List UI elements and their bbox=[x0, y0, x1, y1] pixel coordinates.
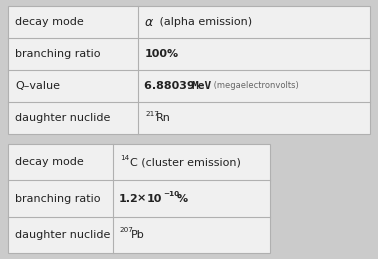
Text: decay mode: decay mode bbox=[15, 17, 84, 27]
Text: 217: 217 bbox=[145, 111, 159, 117]
Text: 14: 14 bbox=[120, 155, 129, 161]
Text: 10: 10 bbox=[147, 193, 162, 204]
Text: (alpha emission): (alpha emission) bbox=[156, 17, 253, 27]
Text: 100%: 100% bbox=[144, 49, 178, 59]
Text: daughter nuclide: daughter nuclide bbox=[15, 230, 110, 240]
Text: (megaelectronvolts): (megaelectronvolts) bbox=[212, 82, 299, 90]
Text: branching ratio: branching ratio bbox=[15, 49, 101, 59]
Text: −10: −10 bbox=[163, 191, 179, 197]
Text: Q–value: Q–value bbox=[15, 81, 60, 91]
Bar bbox=[8, 6, 370, 134]
Text: Rn: Rn bbox=[156, 113, 171, 123]
Text: C (cluster emission): C (cluster emission) bbox=[130, 157, 241, 167]
Text: Pb: Pb bbox=[131, 230, 144, 240]
Text: decay mode: decay mode bbox=[15, 157, 84, 167]
Text: %: % bbox=[177, 193, 188, 204]
Text: 207: 207 bbox=[120, 227, 134, 233]
Text: 6.88039: 6.88039 bbox=[144, 81, 197, 91]
Text: ×: × bbox=[137, 193, 146, 204]
Bar bbox=[8, 144, 270, 253]
Text: branching ratio: branching ratio bbox=[15, 193, 101, 204]
Text: MeV: MeV bbox=[191, 81, 212, 91]
Text: 1.2: 1.2 bbox=[119, 193, 139, 204]
Text: daughter nuclide: daughter nuclide bbox=[15, 113, 110, 123]
Text: $\alpha$: $\alpha$ bbox=[144, 16, 154, 28]
